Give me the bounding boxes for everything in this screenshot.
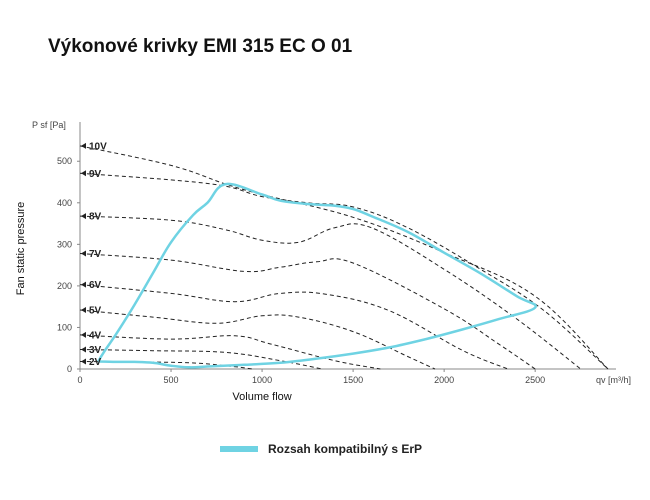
x-tick-label: 2000 xyxy=(434,375,454,385)
legend: Rozsah kompatibilný s ErP xyxy=(220,442,422,456)
voltage-label-8V: 8V xyxy=(89,212,102,223)
arrow-marker-6V xyxy=(81,281,86,288)
y-unit-label: P sf [Pa] xyxy=(32,120,66,130)
voltage-label-6V: 6V xyxy=(89,280,102,291)
curve-7V xyxy=(79,253,536,370)
arrow-marker-9V xyxy=(81,170,86,177)
voltage-label-9V: 9V xyxy=(89,169,102,180)
arrow-marker-3V xyxy=(81,346,86,353)
curve-3V xyxy=(79,349,323,370)
arrow-marker-8V xyxy=(81,213,86,220)
voltage-label-10V: 10V xyxy=(89,141,107,152)
y-tick-label: 200 xyxy=(57,281,72,291)
y-tick-label: 300 xyxy=(57,239,72,249)
erp-range xyxy=(97,182,537,369)
chart-axes xyxy=(79,122,616,370)
voltage-label-5V: 5V xyxy=(89,305,102,316)
voltage-label-4V: 4V xyxy=(89,330,102,341)
x-tick-label: 2500 xyxy=(525,375,545,385)
legend-label: Rozsah kompatibilný s ErP xyxy=(268,442,423,456)
y-axis-label: Fan static pressure xyxy=(15,202,27,296)
curve-8V xyxy=(79,215,582,370)
arrow-marker-5V xyxy=(81,306,86,313)
x-tick-label: 0 xyxy=(77,375,82,385)
voltage-label-7V: 7V xyxy=(89,249,102,260)
erp-boundary-line xyxy=(97,182,537,369)
y-tick-label: 100 xyxy=(57,322,72,332)
curve-6V xyxy=(79,284,509,370)
curve-5V xyxy=(79,309,436,370)
curve-10V xyxy=(79,145,609,370)
voltage-label-2V: 2V xyxy=(89,357,102,368)
arrow-marker-10V xyxy=(81,142,86,149)
x-tick-label: 500 xyxy=(164,375,179,385)
arrow-marker-7V xyxy=(81,250,86,257)
x-ticks: 0 500 1000 1500 2000 2500 xyxy=(77,369,545,385)
legend-swatch xyxy=(220,446,258,452)
chart-svg: 0 100 200 300 400 500 0 500 1000 1500 2000 2500 10… xyxy=(15,120,631,403)
y-tick-label: 400 xyxy=(57,198,72,208)
chart-title: Výkonové krivky EMI 315 EC O 01 xyxy=(48,36,353,57)
voltage-curves xyxy=(79,145,609,370)
x-tick-label: 1000 xyxy=(252,375,272,385)
arrow-marker-4V xyxy=(81,331,86,338)
x-unit-label: qv [m³/h] xyxy=(596,375,631,385)
y-ticks: 0 100 200 300 400 500 xyxy=(57,156,80,374)
y-tick-label: 0 xyxy=(67,364,72,374)
curve-4V xyxy=(79,334,381,370)
x-tick-label: 1500 xyxy=(343,375,363,385)
voltage-label-3V: 3V xyxy=(89,345,102,356)
y-tick-label: 500 xyxy=(57,156,72,166)
curve-9V xyxy=(79,172,609,370)
arrow-marker-2V xyxy=(81,358,86,365)
x-axis-label: Volume flow xyxy=(232,391,291,403)
